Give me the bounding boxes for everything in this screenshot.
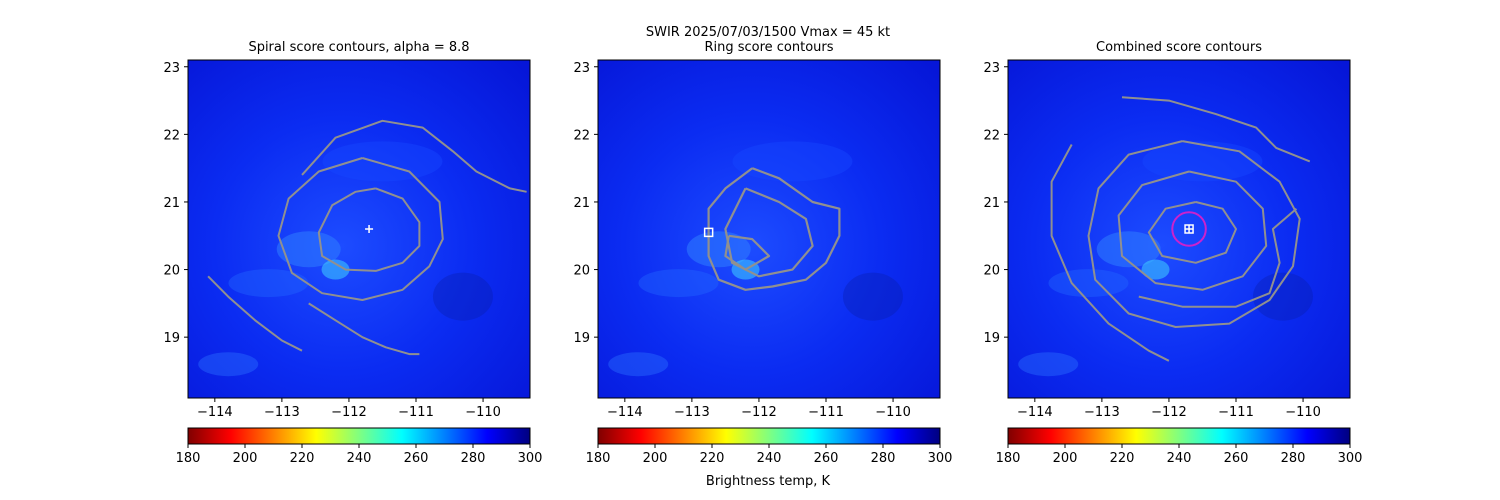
contour-line xyxy=(724,234,771,271)
contour-line xyxy=(308,302,420,356)
colorbar-tick-label: 260 xyxy=(404,451,429,466)
center-marker xyxy=(1184,224,1194,234)
cloud-texture xyxy=(198,141,493,377)
center-circle xyxy=(1171,211,1207,247)
x-tick-label: −114 xyxy=(1017,405,1053,420)
contour-line xyxy=(1121,96,1311,163)
colorbar-label: Brightness temp, K xyxy=(706,474,831,489)
colorbar-tick-label: 240 xyxy=(1167,451,1192,466)
colorbar-tick-label: 300 xyxy=(928,451,953,466)
contour-line xyxy=(1117,170,1268,291)
colorbar-bar xyxy=(597,427,941,445)
y-tick-label: 23 xyxy=(163,61,180,76)
x-tick-label: −113 xyxy=(264,405,300,420)
x-tick-label: −112 xyxy=(331,405,367,420)
y-tick-label: 23 xyxy=(983,61,1000,76)
panel-title: Combined score contours xyxy=(1096,40,1262,55)
plot-frame xyxy=(1007,59,1351,399)
center-marker xyxy=(365,225,374,233)
y-tick-label: 23 xyxy=(573,61,590,76)
colorbar-tick-label: 180 xyxy=(176,451,201,466)
contour-line xyxy=(207,275,303,352)
colorbar-tick-label: 260 xyxy=(814,451,839,466)
colorbar-tick-label: 180 xyxy=(586,451,611,466)
y-tick-label: 20 xyxy=(983,264,1000,279)
x-tick-label: −113 xyxy=(674,405,710,420)
colorbar-tick-label: 280 xyxy=(461,451,486,466)
colorbar-tick-label: 220 xyxy=(290,451,315,466)
y-tick-label: 19 xyxy=(163,331,180,346)
contour-line xyxy=(1138,207,1298,308)
x-tick-label: −111 xyxy=(1218,405,1254,420)
contour-line xyxy=(277,157,444,301)
figure-suptitle: SWIR 2025/07/03/1500 Vmax = 45 kt xyxy=(646,25,890,40)
y-tick-label: 21 xyxy=(163,196,180,211)
heatmap-field xyxy=(598,60,940,398)
colorbar-tick-label: 220 xyxy=(1110,451,1135,466)
colorbar-bar xyxy=(187,427,531,445)
panel-2: Ring score contours −114 −113 −112 −111 −110 1… xyxy=(573,40,952,466)
colorbar-tick-label: 200 xyxy=(233,451,258,466)
colorbar-tick-label: 260 xyxy=(1224,451,1249,466)
colorbar-3: 180 200 220 240 260 280 300 xyxy=(996,427,1363,466)
panel-title: Spiral score contours, alpha = 8.8 xyxy=(248,40,469,55)
y-tick-label: 20 xyxy=(163,264,180,279)
y-tick-label: 19 xyxy=(983,331,1000,346)
contour-line xyxy=(707,167,841,291)
x-tick-label: −111 xyxy=(808,405,844,420)
contour-line xyxy=(1050,144,1170,362)
x-tick-label: −112 xyxy=(1151,405,1187,420)
y-tick-label: 22 xyxy=(983,128,1000,143)
x-tick-label: −110 xyxy=(875,405,911,420)
colorbar-1: 180 200 220 240 260 280 300 xyxy=(176,427,543,466)
cloud-texture xyxy=(1018,141,1313,377)
center-marker xyxy=(703,227,714,238)
plot-frame xyxy=(597,59,941,399)
y-tick-label: 20 xyxy=(573,264,590,279)
x-tick-label: −110 xyxy=(465,405,501,420)
x-tick-label: −114 xyxy=(607,405,643,420)
colorbar-tick-label: 280 xyxy=(1281,451,1306,466)
heatmap-field xyxy=(1008,60,1350,398)
y-tick-label: 19 xyxy=(573,331,590,346)
y-tick-label: 21 xyxy=(573,196,590,211)
heatmap-field xyxy=(188,60,530,398)
colorbar-tick-label: 220 xyxy=(700,451,725,466)
x-tick-label: −110 xyxy=(1285,405,1321,420)
plot-frame xyxy=(187,59,531,399)
x-tick-label: −113 xyxy=(1084,405,1120,420)
contour-line xyxy=(1147,201,1237,264)
contour-line xyxy=(301,119,527,193)
x-tick-label: −112 xyxy=(741,405,777,420)
y-tick-label: 21 xyxy=(983,196,1000,211)
colorbar-2: 180 200 220 240 260 280 300 xyxy=(586,427,953,466)
panel-3: Combined score contours −114 −113 −112 −111 −… xyxy=(983,40,1362,466)
y-tick-label: 22 xyxy=(573,128,590,143)
colorbar-tick-label: 200 xyxy=(1053,451,1078,466)
colorbar-tick-label: 280 xyxy=(871,451,896,466)
panel-1: Spiral score contours, alpha = 8.8 −114 −1… xyxy=(163,40,542,466)
contour-line xyxy=(317,187,421,272)
colorbar-tick-label: 300 xyxy=(518,451,543,466)
colorbar-bar xyxy=(1007,427,1351,445)
colorbar-tick-label: 300 xyxy=(1338,451,1363,466)
contour-line xyxy=(1087,140,1301,328)
y-tick-label: 22 xyxy=(163,128,180,143)
colorbar-tick-label: 200 xyxy=(643,451,668,466)
colorbar-tick-label: 240 xyxy=(347,451,372,466)
x-tick-label: −114 xyxy=(197,405,233,420)
panel-title: Ring score contours xyxy=(704,40,833,55)
x-tick-label: −111 xyxy=(398,405,434,420)
colorbar-tick-label: 180 xyxy=(996,451,1021,466)
colorbar-tick-label: 240 xyxy=(757,451,782,466)
